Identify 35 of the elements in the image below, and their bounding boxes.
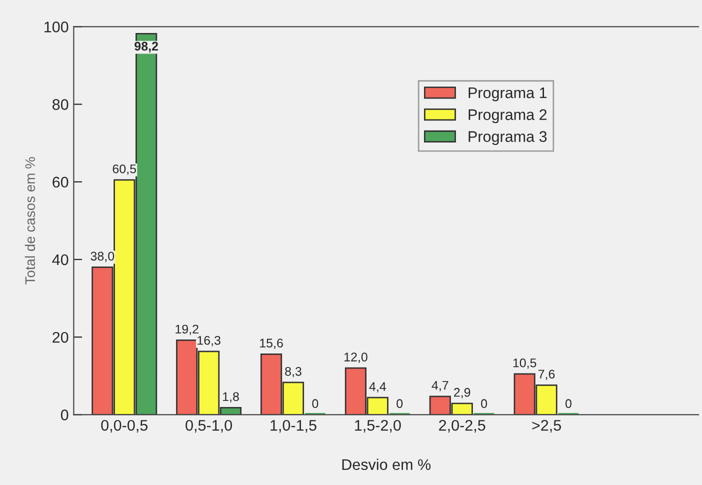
- data-label: 1,8: [223, 392, 239, 403]
- y-tick-label: 0: [60, 410, 68, 420]
- y-tick-label: 40: [52, 254, 68, 266]
- x-tick-label: 2,0-2,5: [439, 420, 486, 433]
- data-label: 38,0: [90, 252, 114, 262]
- legend-label: Programa 1: [468, 88, 547, 102]
- x-tick-label: 0,5-1,0: [186, 420, 232, 433]
- data-label: 0: [481, 399, 488, 408]
- x-tick-label: 1,0-1,5: [270, 420, 316, 433]
- x-tick-label: 0,0-0,5: [101, 420, 148, 433]
- data-label: 7,6: [538, 370, 555, 380]
- y-tick-label: 20: [52, 332, 68, 343]
- y-tick-label: 100: [44, 22, 68, 32]
- data-label: 98,2: [134, 42, 158, 52]
- data-label: 19,2: [176, 324, 198, 336]
- legend-label: Programa 3: [468, 131, 547, 145]
- x-axis-title: Desvio em %: [342, 458, 431, 470]
- data-label: 12,0: [344, 352, 368, 363]
- x-tick-label: >2,5: [532, 420, 561, 433]
- legend-label: Programa 2: [468, 109, 547, 124]
- data-label: 4,7: [432, 381, 448, 392]
- data-label: 0: [565, 399, 572, 408]
- data-label: 2,9: [454, 388, 470, 398]
- y-tick-label: 60: [52, 176, 68, 188]
- data-label: 0: [312, 399, 318, 408]
- data-label: 60,5: [112, 164, 136, 175]
- data-label: 4,4: [369, 382, 386, 392]
- data-label: 10,5: [513, 358, 536, 369]
- data-label: 16,3: [198, 336, 220, 346]
- y-axis-title: Total de casos em %: [24, 157, 36, 284]
- data-label: 8,3: [285, 366, 302, 378]
- data-label: 0: [396, 399, 403, 408]
- data-label: 15,6: [260, 338, 283, 349]
- y-tick-label: 80: [52, 99, 68, 110]
- x-tick-label: 1,5-2,0: [355, 420, 401, 433]
